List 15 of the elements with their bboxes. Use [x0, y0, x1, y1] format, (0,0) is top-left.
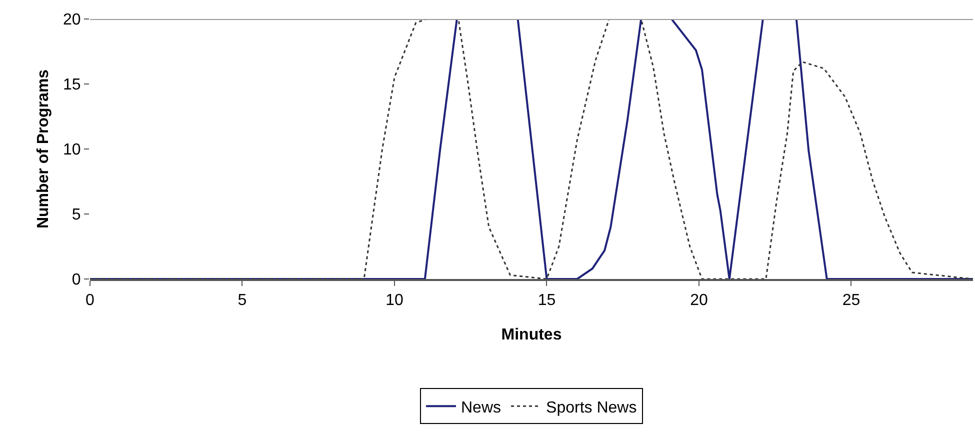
legend-label: News — [461, 399, 502, 416]
legend-label: Sports News — [546, 399, 637, 416]
y-tick-label: 10 — [63, 142, 81, 159]
x-tick-label: 20 — [690, 292, 708, 310]
x-tick-label: 10 — [386, 292, 404, 310]
y-tick-label: 0 — [72, 272, 81, 289]
y-tick-label: 5 — [72, 206, 81, 224]
x-tick-label: 0 — [86, 292, 95, 310]
y-tick-label: 15 — [63, 76, 81, 94]
y-axis-title: Number of Programs — [34, 69, 52, 229]
y-tick-label: 20 — [63, 12, 81, 29]
x-axis-title: Minutes — [501, 326, 562, 344]
x-tick-label: 25 — [842, 292, 860, 310]
x-tick-label: 15 — [538, 292, 556, 310]
x-tick-label: 5 — [238, 292, 247, 310]
